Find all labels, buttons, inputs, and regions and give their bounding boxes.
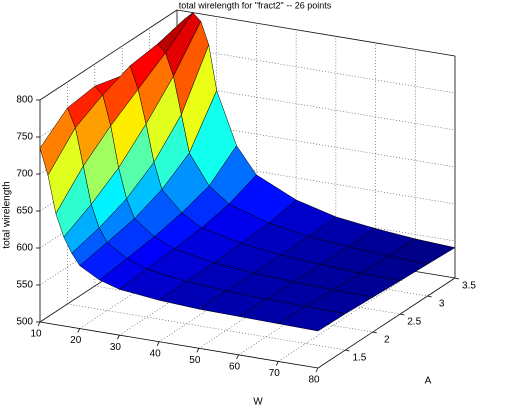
tick-mark — [37, 321, 41, 327]
tick-mark — [236, 354, 239, 360]
x-tick-label: 30 — [110, 342, 122, 353]
surface-patch — [277, 306, 347, 332]
tick-mark — [427, 295, 432, 298]
grid-line — [176, 194, 456, 242]
tick-mark — [196, 348, 200, 353]
tick-mark — [275, 361, 279, 366]
tick-mark — [345, 349, 350, 352]
y-axis-label: A — [425, 376, 432, 387]
tick-mark — [454, 277, 460, 280]
tick-mark — [117, 334, 120, 340]
y-tick-label: 2.5 — [407, 317, 421, 328]
x-tick-label: 40 — [150, 348, 162, 359]
x-tick-label: 60 — [229, 361, 241, 372]
tick-mark — [77, 328, 81, 333]
z-tick-label: 800 — [16, 95, 33, 106]
x-tick-label: 80 — [308, 375, 320, 386]
y-tick-label: 2 — [384, 335, 390, 346]
x-tick-label: 70 — [269, 368, 281, 379]
x-tick-label: 10 — [30, 329, 42, 340]
grid-line — [317, 277, 456, 369]
z-tick-label: 600 — [16, 243, 33, 254]
grid-line — [176, 9, 456, 57]
z-tick-label: 500 — [16, 317, 33, 328]
grid-line — [176, 83, 456, 131]
z-tick-label: 550 — [16, 280, 33, 291]
y-tick-label: 3 — [439, 299, 445, 310]
grid-line — [278, 271, 416, 362]
tick-mark — [156, 341, 160, 346]
x-tick-label: 20 — [70, 335, 82, 346]
grid-line — [176, 157, 456, 205]
axis-line — [39, 321, 319, 369]
grid-line — [39, 9, 178, 101]
tick-mark — [315, 367, 319, 373]
y-tick-label: 3.5 — [462, 281, 476, 292]
grid-line — [67, 303, 346, 351]
tick-mark — [372, 331, 377, 334]
z-axis-label: total wirelength — [2, 181, 13, 248]
chart-title: total wirelength for "fract2" -- 26 poin… — [179, 0, 332, 10]
z-tick-label: 650 — [16, 206, 33, 217]
tick-mark — [400, 313, 405, 316]
grid-line — [176, 120, 456, 168]
y-tick-label: 1.5 — [352, 353, 366, 364]
x-tick-label: 50 — [189, 355, 201, 366]
z-tick-label: 700 — [16, 169, 33, 180]
z-tick-label: 750 — [16, 132, 33, 143]
grid-line — [176, 46, 456, 94]
x-axis-label: W — [253, 397, 263, 408]
